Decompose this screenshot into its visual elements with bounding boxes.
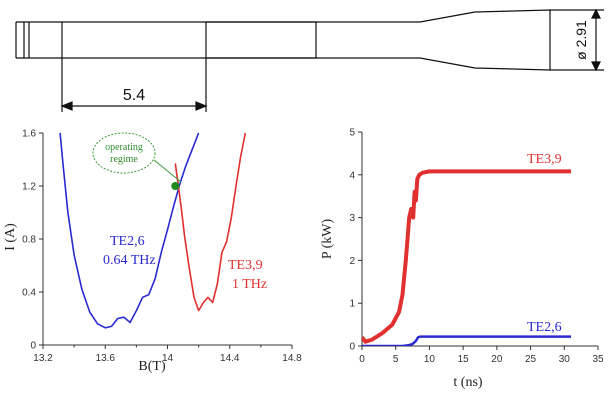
right-y-tick-label: 0 [349, 342, 355, 353]
right-xlabel: t (ns) [453, 375, 483, 390]
right-y-tick-label: 4 [349, 170, 355, 181]
right-x-tick-label: 35 [592, 354, 604, 365]
dim-arrow-down [591, 61, 601, 72]
left-x-tick-label: 14.4 [220, 353, 240, 364]
right-ylabel: P (kW) [320, 219, 335, 260]
tube-drawing [15, 8, 604, 112]
right-series-label-blue: TE2,6 [527, 320, 562, 335]
right-x-tick-label: 25 [525, 354, 537, 365]
left-x-tick-label: 13.6 [96, 353, 116, 364]
callout-ellipse [92, 132, 156, 174]
left-x-tick-label: 14.8 [282, 353, 302, 364]
right-x-tick-label: 30 [559, 354, 571, 365]
left-label-red-2: 1 THz [232, 277, 267, 292]
left-y-tick-label: 0.4 [22, 288, 36, 299]
left-y-tick-label: 1.6 [22, 129, 36, 140]
callout-leader [153, 159, 182, 183]
dim-arrow-right [195, 101, 208, 111]
right-y-tick-label: 3 [349, 213, 355, 224]
right-x-tick-label: 10 [424, 354, 436, 365]
right-series-blue [362, 335, 571, 346]
left-label-blue-2: 0.64 THz [103, 253, 156, 268]
right-x-tick-label: 0 [359, 354, 365, 365]
left-chart-text: B(T) I (A) TE2,6 0.64 THz TE3,9 1 THz op… [3, 132, 267, 374]
right-x-tick-label: 20 [491, 354, 503, 365]
left-x-tick-label: 14 [162, 353, 174, 364]
dim-arrow-up [591, 8, 601, 19]
left-y-tick-label: 0.8 [22, 235, 36, 246]
left-series-red [174, 132, 247, 312]
right-x-tick-label: 5 [393, 354, 399, 365]
left-chart: 13.2 13.6 14 14.4 14.8 0 0.4 0.8 1.2 1.6 [22, 129, 302, 365]
callout-line2: regime [110, 154, 138, 165]
tube-outline-top [16, 9, 551, 71]
left-label-red-1: TE3,9 [228, 258, 263, 273]
callout-line1: operating [105, 142, 143, 153]
left-y-tick-label: 1.2 [22, 182, 36, 193]
right-chart: 0 5 10 15 20 25 30 35 0 1 2 3 4 5 [349, 128, 604, 366]
right-y-tick-label: 2 [349, 256, 355, 267]
right-series-red [362, 169, 571, 344]
left-y-tick-label: 0 [30, 341, 36, 352]
dim-length-label: 5.4 [123, 87, 145, 104]
left-label-blue-1: TE2,6 [110, 234, 145, 249]
dim-arrow-left [60, 101, 73, 111]
right-x-tick-label: 15 [458, 354, 470, 365]
left-series-blue [59, 132, 200, 329]
right-y-tick-label: 1 [349, 299, 355, 310]
left-x-tick-label: 13.2 [33, 353, 53, 364]
left-xlabel: B(T) [138, 359, 166, 374]
left-ylabel: I (A) [3, 223, 18, 251]
right-chart-text: t (ns) P (kW) TE3,9 TE2,6 [320, 152, 562, 390]
dim-diameter-label: ø 2.91 [573, 20, 589, 60]
right-y-tick-label: 5 [349, 128, 355, 139]
right-series-label-red: TE3,9 [527, 152, 562, 167]
left-operating-point-marker [171, 182, 180, 190]
